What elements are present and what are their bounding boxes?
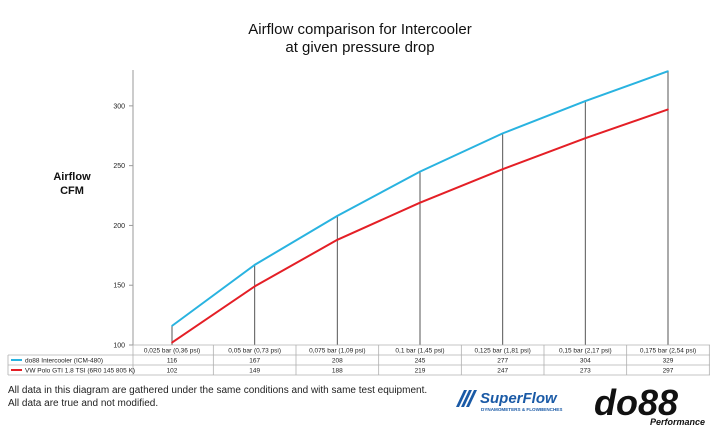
footnote-line-2: All data are true and not modified. (8, 397, 159, 409)
y-axis-label-line-1: Airflow (53, 171, 91, 183)
superflow-logo-text: SuperFlow (480, 390, 558, 407)
data-label: 116 (167, 357, 178, 364)
y-tick-label: 300 (113, 103, 125, 110)
data-label: 102 (167, 367, 178, 374)
do88-logo-text: do88 (594, 382, 678, 423)
data-label: 167 (249, 357, 260, 364)
y-tick-label: 200 (113, 223, 125, 230)
data-label: 304 (580, 357, 591, 364)
data-label: 245 (415, 357, 426, 364)
footnote: All data in this diagram are gathered un… (8, 385, 448, 410)
x-category-label: 0,05 bar (0,73 psi) (228, 347, 281, 354)
superflow-logo: SuperFlow DYNAMOMETERS & FLOWBENCHES (454, 386, 574, 421)
data-label: 329 (663, 357, 674, 364)
x-category-label: 0,1 bar (1,45 psi) (395, 347, 444, 354)
data-label: 277 (497, 357, 508, 364)
data-point (336, 238, 339, 241)
x-category-label: 0,175 bar (2,54 psi) (640, 347, 696, 354)
y-tick-label: 250 (113, 163, 125, 170)
legend-label: do88 Intercooler (ICM-480) (25, 357, 103, 364)
chart-title-line-2: at given pressure drop (285, 39, 434, 56)
data-point (253, 264, 256, 266)
do88-logo: do88 Performance (590, 381, 712, 434)
x-category-label: 0,125 bar (1,81 psi) (474, 347, 530, 354)
data-label: 208 (332, 357, 343, 364)
x-category-label: 0,075 bar (1,09 psi) (309, 347, 365, 354)
y-tick-label: 150 (113, 283, 125, 290)
data-label: 188 (332, 367, 343, 374)
y-tick-label: 100 (113, 343, 125, 350)
data-label: 247 (497, 367, 508, 374)
data-table: 0,025 bar (0,36 psi) 0,05 bar (0,73 psi) 0… (7, 344, 710, 376)
data-point (584, 137, 587, 139)
data-point (667, 70, 669, 72)
footnote-line-1: All data in this diagram are gathered un… (8, 385, 428, 396)
data-point (419, 201, 421, 204)
data-point (667, 108, 669, 111)
x-category-label: 0,025 bar (0,36 psi) (144, 347, 200, 354)
data-point (584, 100, 587, 102)
y-axis-label-line-2: CFM (60, 185, 84, 197)
do88-logo-tagline: Performance (650, 417, 705, 427)
data-point (336, 215, 339, 217)
data-point (171, 341, 173, 344)
data-label: 297 (663, 367, 674, 374)
plot-area: 100 150 200 250 300 (113, 70, 669, 350)
data-label: 273 (580, 367, 591, 374)
data-label: 219 (415, 367, 426, 374)
data-point (253, 285, 256, 288)
data-label: 149 (249, 367, 260, 374)
data-point (501, 168, 504, 171)
legend-label: VW Polo GTI 1.8 TSI (6R0 145 805 K) (25, 367, 135, 374)
airflow-chart: Airflow comparison for Intercooler at gi… (7, 21, 710, 376)
data-point (171, 325, 173, 327)
data-point (419, 170, 421, 173)
x-category-label: 0,15 bar (2,17 psi) (559, 347, 612, 354)
superflow-logo-tagline: DYNAMOMETERS & FLOWBENCHES (481, 407, 562, 412)
data-point (501, 132, 504, 135)
chart-title-line-1: Airflow comparison for Intercooler (248, 21, 471, 38)
